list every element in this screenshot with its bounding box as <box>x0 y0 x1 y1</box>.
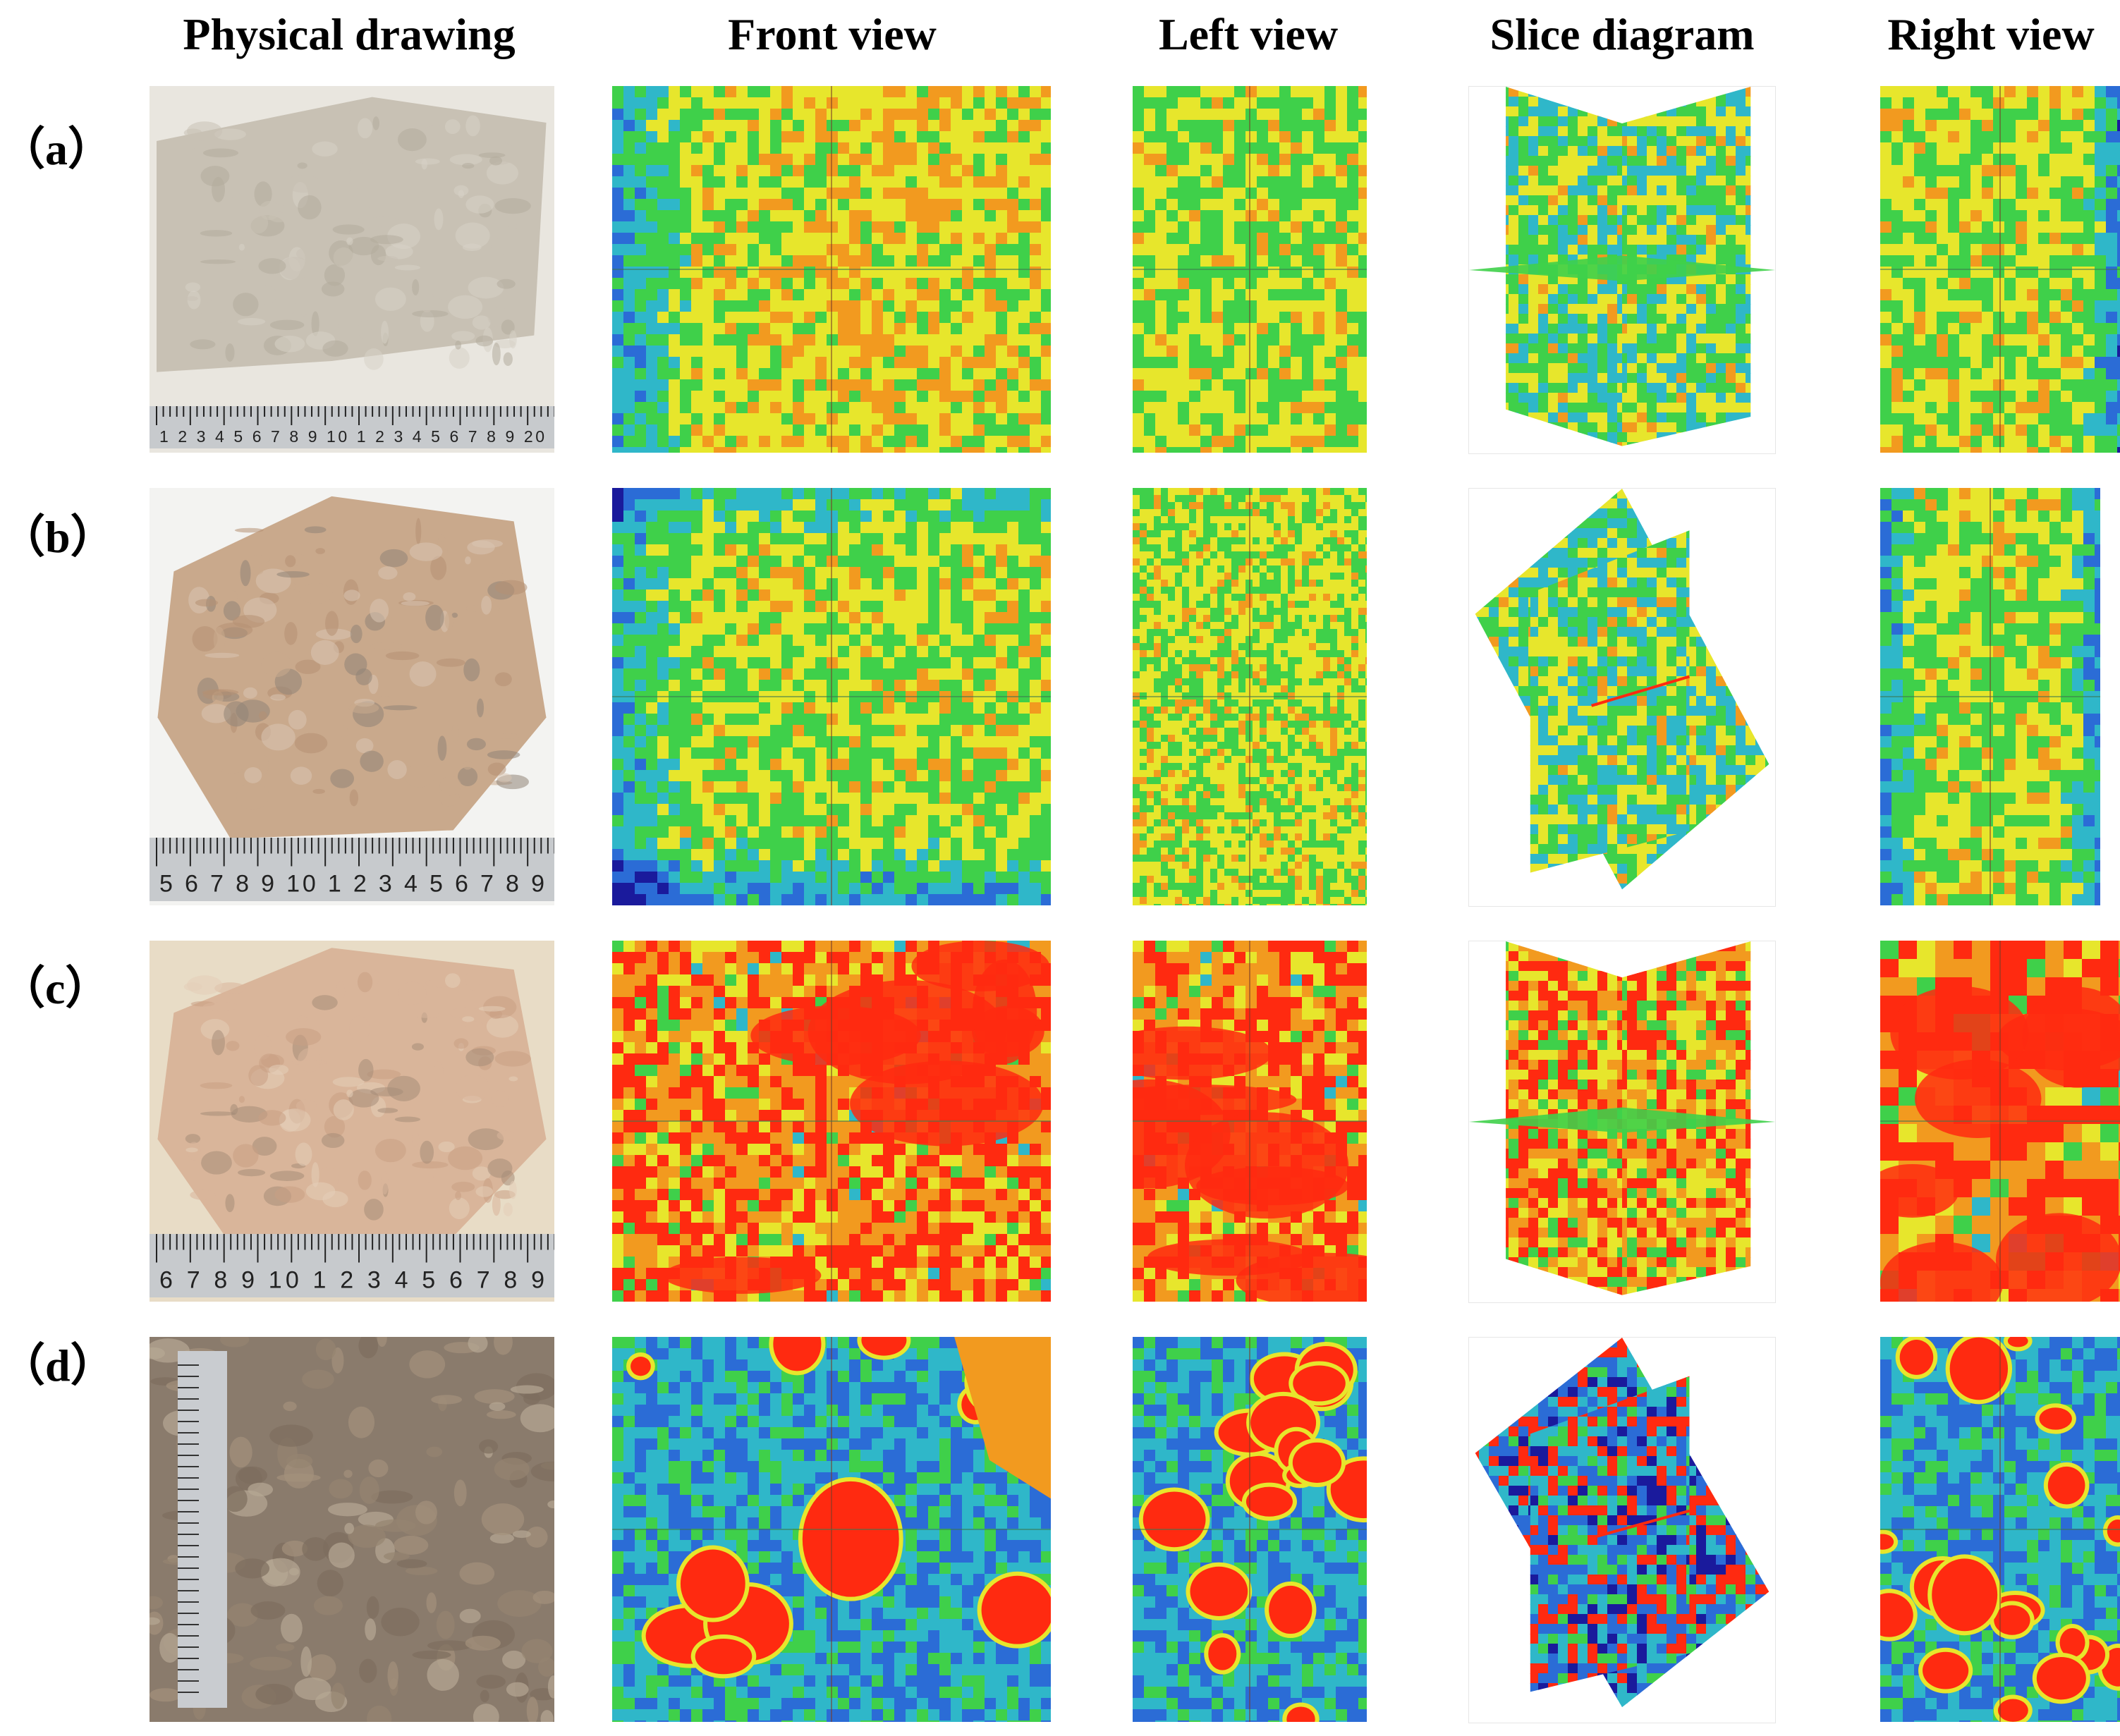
ruler-scale-text: 1 2 3 4 5 6 7 8 9 10 1 2 3 4 5 6 7 8 9 2… <box>159 427 544 446</box>
column-header-left-view: Left view <box>1128 8 1368 61</box>
slice-diagram-a <box>1468 86 1776 454</box>
left-view-scan-c <box>1133 941 1367 1302</box>
right-view-scan-a <box>1880 86 2120 453</box>
right-view-scan-c <box>1880 941 2120 1302</box>
front-view-scan-a <box>612 86 1051 453</box>
slice-diagram-c <box>1468 941 1776 1303</box>
column-header-slice-diagram: Slice diagram <box>1453 8 1791 61</box>
rock-photo-a: 1 2 3 4 5 6 7 8 9 10 1 2 3 4 5 6 7 8 9 2… <box>150 86 554 453</box>
rock-photo-b: 5 6 7 8 9 10 1 2 3 4 5 6 7 8 9 <box>150 488 554 905</box>
front-view-scan-d <box>612 1337 1051 1722</box>
row-label-d: （d） <box>0 1329 116 1394</box>
front-view-scan-c <box>612 941 1051 1302</box>
ruler-scale-text: 6 7 8 9 10 1 2 3 4 5 6 7 8 9 <box>159 1267 544 1294</box>
soil-photo-d <box>150 1337 554 1722</box>
row-label-b: （b） <box>0 501 116 566</box>
column-header-physical-drawing: Physical drawing <box>141 8 557 61</box>
slice-diagram-d <box>1468 1337 1776 1723</box>
column-header-front-view: Front view <box>614 8 1051 61</box>
row-label-c: （c） <box>0 952 110 1017</box>
left-view-scan-b <box>1133 488 1367 905</box>
slice-diagram-b <box>1468 488 1776 907</box>
rock-photo-c: 6 7 8 9 10 1 2 3 4 5 6 7 8 9 <box>150 941 554 1302</box>
right-view-scan-d <box>1880 1337 2120 1722</box>
row-label-a: （a） <box>0 113 113 178</box>
column-header-right-view: Right view <box>1862 8 2120 61</box>
left-view-scan-d <box>1133 1337 1367 1722</box>
front-view-scan-b <box>612 488 1051 905</box>
left-view-scan-a <box>1133 86 1367 453</box>
right-view-scan-b <box>1880 488 2100 905</box>
